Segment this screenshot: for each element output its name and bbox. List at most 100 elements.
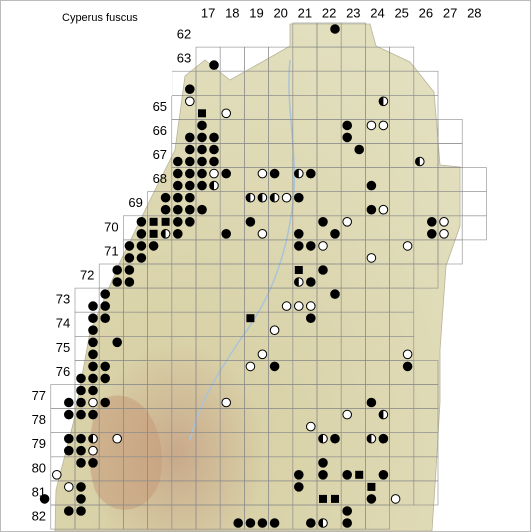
record-filled: [318, 458, 328, 468]
record-open: [366, 120, 377, 131]
column-label: 28: [467, 5, 481, 20]
record-half: [88, 433, 98, 444]
record-filled: [76, 506, 86, 516]
column-label: 27: [443, 5, 457, 20]
record-half: [318, 518, 328, 528]
record-open: [318, 241, 328, 251]
record-filled: [136, 241, 147, 251]
record-filled: [209, 132, 219, 143]
record-open: [402, 241, 413, 251]
column-label: 24: [370, 5, 384, 20]
record-filled: [76, 433, 86, 444]
record-filled: [269, 361, 280, 372]
record-filled: [427, 229, 437, 239]
record-filled: [124, 277, 135, 287]
row-label: 69: [128, 195, 142, 210]
record-filled: [88, 325, 98, 336]
record-filled: [64, 506, 74, 516]
record-filled: [64, 409, 74, 420]
record-half-fill: [209, 181, 214, 190]
record-open: [402, 349, 413, 360]
record-filled: [294, 229, 304, 239]
record-filled: [342, 470, 353, 480]
row-label: 75: [56, 340, 70, 355]
record-filled: [318, 470, 328, 480]
row-label: 66: [153, 123, 167, 138]
record-open: [245, 361, 256, 372]
record-filled: [209, 156, 219, 167]
record-filled: [100, 289, 110, 299]
record-filled: [402, 361, 413, 372]
record-square: [246, 314, 255, 323]
column-label: 22: [322, 5, 336, 20]
row-label: 80: [32, 460, 46, 475]
row-label: 68: [153, 171, 167, 186]
record-half: [257, 192, 268, 203]
record-filled: [173, 180, 183, 191]
record-filled: [100, 397, 110, 408]
record-filled: [76, 385, 86, 396]
record-filled: [245, 217, 256, 227]
record-filled: [354, 144, 365, 155]
record-filled: [342, 518, 353, 528]
record-filled: [330, 24, 340, 34]
record-half: [209, 180, 219, 191]
column-label: 25: [394, 5, 408, 20]
record-half: [294, 168, 304, 179]
record-half: [378, 409, 389, 420]
record-filled: [378, 470, 389, 480]
record-filled: [185, 204, 195, 215]
record-filled: [245, 518, 256, 528]
record-filled: [160, 192, 171, 203]
title-box: [52, 6, 172, 96]
record-filled: [342, 132, 353, 143]
record-open: [439, 229, 449, 239]
record-filled: [427, 217, 437, 227]
record-filled: [318, 265, 328, 275]
row-label: 74: [56, 316, 70, 331]
record-filled: [330, 289, 340, 299]
row-label: 82: [32, 508, 46, 523]
record-filled: [185, 156, 195, 167]
record-filled: [100, 313, 110, 324]
record-filled: [306, 313, 316, 324]
record-filled: [124, 253, 135, 263]
record-square: [331, 494, 339, 503]
record-filled: [64, 397, 74, 408]
record-filled: [318, 217, 328, 227]
record-half-fill: [294, 277, 299, 287]
column-label: 19: [249, 5, 263, 20]
record-open: [88, 445, 98, 456]
record-filled: [294, 192, 304, 203]
record-filled: [76, 409, 86, 420]
record-open: [257, 229, 268, 239]
record-filled: [185, 217, 195, 227]
record-filled: [88, 361, 98, 372]
record-filled: [88, 385, 98, 396]
record-filled: [173, 168, 183, 179]
record-filled: [209, 60, 219, 70]
record-open: [378, 204, 389, 215]
record-filled: [185, 132, 195, 143]
record-open: [390, 494, 401, 504]
column-label: 21: [298, 5, 312, 20]
row-label: 81: [32, 484, 46, 499]
record-filled: [88, 301, 98, 311]
records: [39, 24, 449, 528]
record-filled: [88, 349, 98, 360]
record-open: [281, 192, 292, 203]
record-square: [319, 494, 327, 503]
record-square: [367, 482, 376, 491]
record-half-fill: [270, 193, 275, 202]
record-square: [149, 217, 158, 226]
record-filled: [64, 445, 74, 456]
column-label: 20: [273, 5, 287, 20]
record-filled: [136, 217, 147, 227]
record-filled: [173, 192, 183, 203]
record-filled: [100, 361, 110, 372]
record-filled: [185, 168, 195, 179]
row-label: 62: [177, 26, 191, 41]
record-filled: [221, 229, 231, 239]
row-label: 77: [32, 388, 46, 403]
